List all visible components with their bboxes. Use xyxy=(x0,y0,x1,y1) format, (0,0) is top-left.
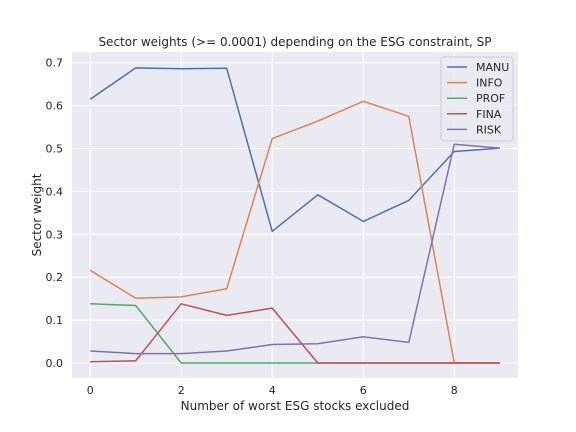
x-tick-label: 0 xyxy=(87,384,94,397)
legend-label: PROF xyxy=(476,92,505,105)
tick-labels: 0.0 0.1 0.2 0.3 0.4 0.5 0.6 0.7 0 2 4 6 8 xyxy=(46,57,458,397)
y-tick-label: 0.5 xyxy=(46,143,64,156)
series-line-fina xyxy=(90,303,500,364)
y-tick-label: 0.4 xyxy=(46,185,64,198)
legend-label: RISK xyxy=(476,123,502,136)
x-tick-label: 4 xyxy=(269,384,276,397)
y-tick-label: 0.7 xyxy=(46,57,64,70)
legend-label: MANU xyxy=(476,61,509,74)
legend-box xyxy=(440,56,514,142)
y-tick-label: 0.3 xyxy=(46,228,64,241)
x-tick-label: 2 xyxy=(178,384,185,397)
y-tick-label: 0.2 xyxy=(46,271,64,284)
y-tick-label: 0.0 xyxy=(46,357,64,370)
x-axis-label: Number of worst ESG stocks excluded xyxy=(181,399,410,413)
grid xyxy=(72,52,518,378)
legend: MANU INFO PROF FINA RISK xyxy=(440,56,514,142)
y-tick-label: 0.1 xyxy=(46,314,64,327)
x-tick-label: 6 xyxy=(360,384,367,397)
series-layer xyxy=(89,67,500,364)
y-tick-label: 0.6 xyxy=(46,100,64,113)
series-line-info xyxy=(89,100,500,364)
legend-label: INFO xyxy=(476,77,503,90)
series-line-manu xyxy=(89,67,500,233)
series-line-risk xyxy=(90,143,500,355)
legend-label: FINA xyxy=(476,108,502,121)
x-tick-label: 8 xyxy=(451,384,458,397)
chart-title: Sector weights (>= 0.0001) depending on … xyxy=(98,35,491,49)
y-axis-label: Sector weight xyxy=(30,173,44,256)
